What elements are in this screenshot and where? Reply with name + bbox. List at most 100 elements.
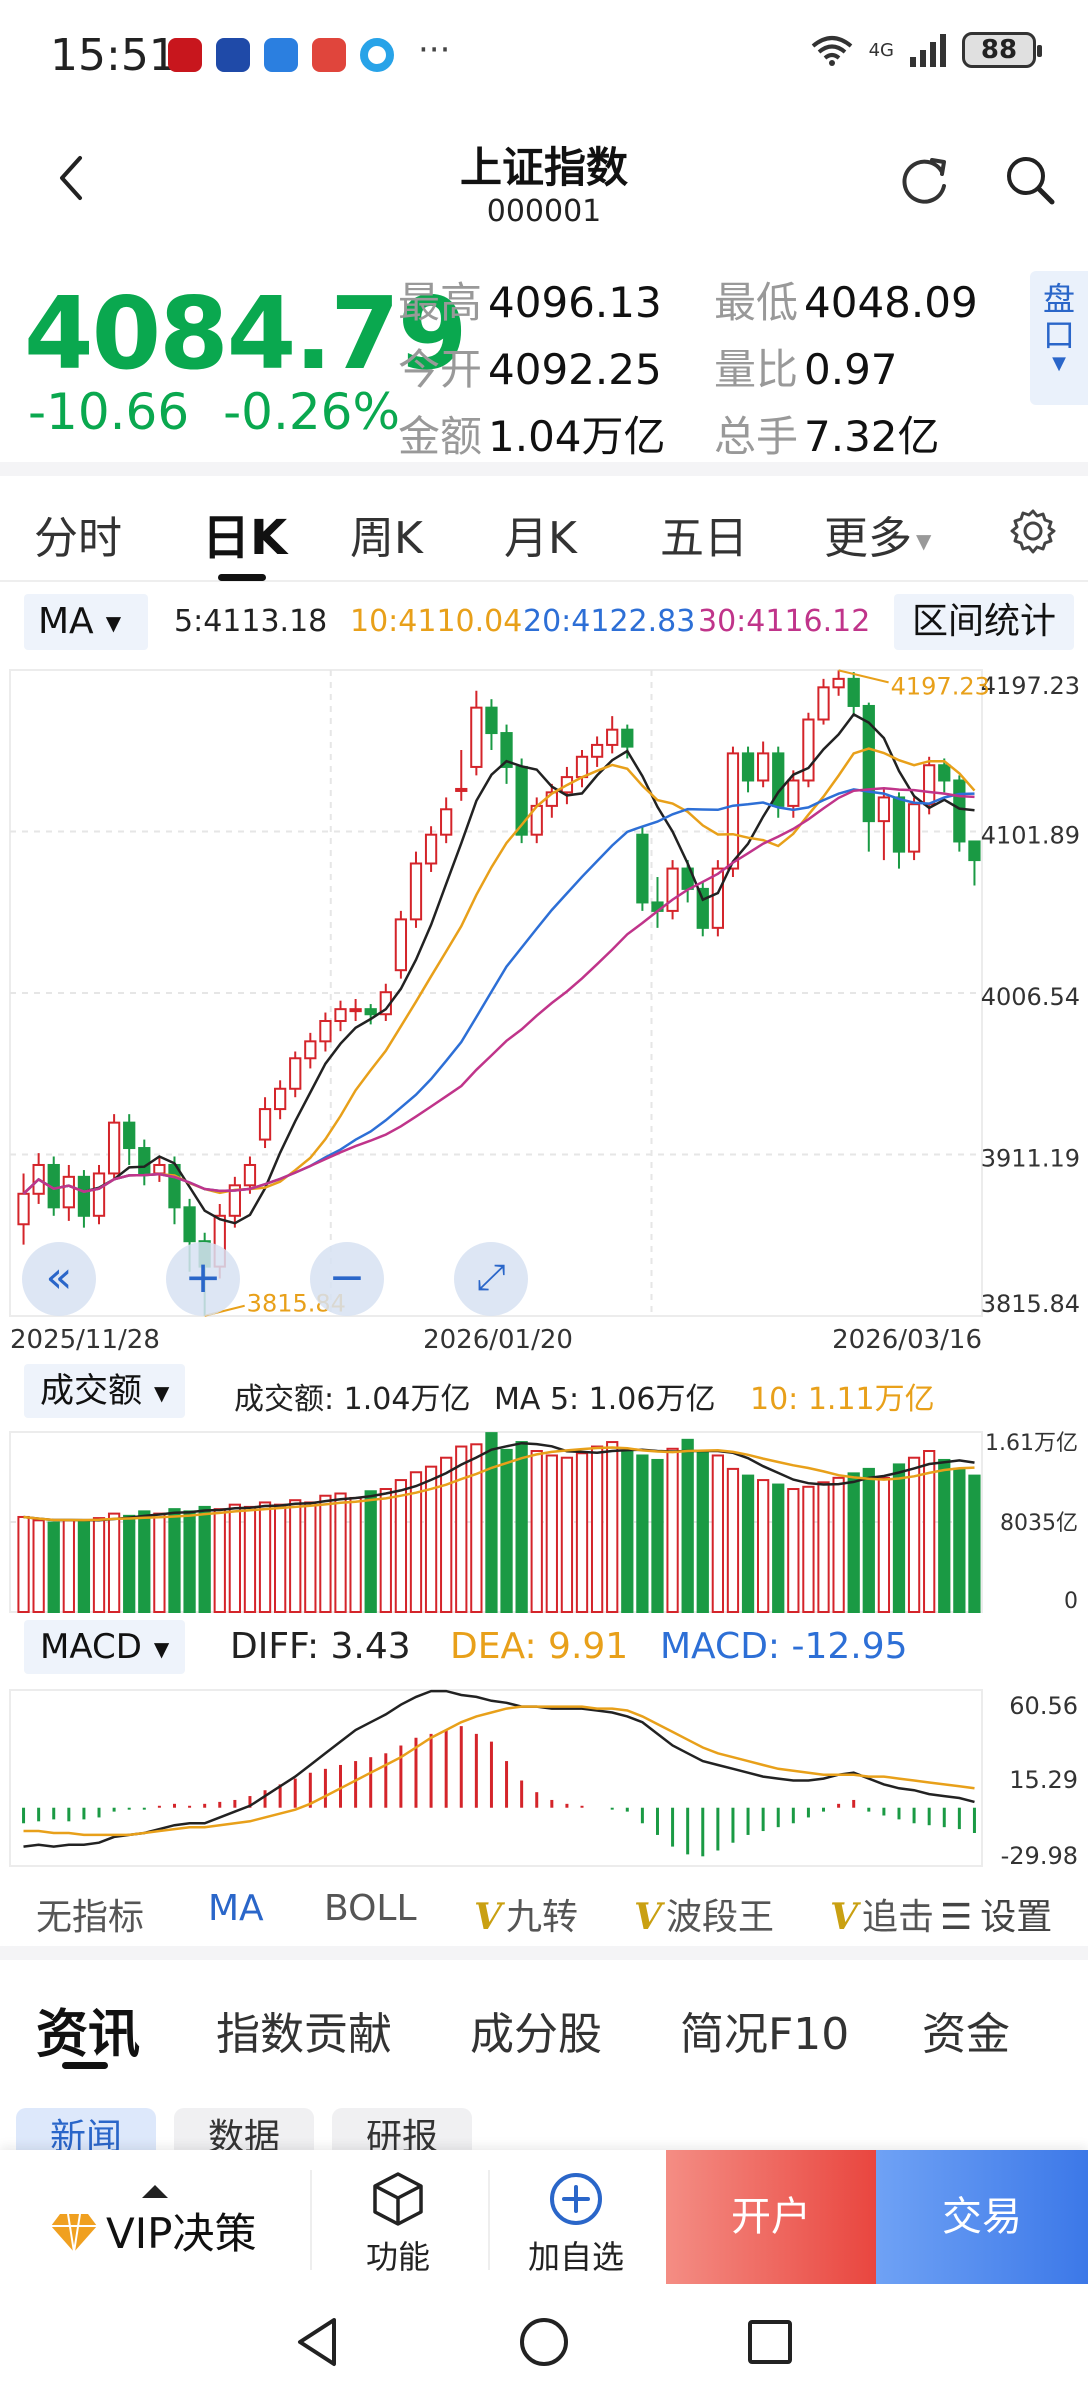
tab-news[interactable]: 资讯 [36, 2005, 141, 2065]
candle-body [938, 764, 951, 782]
tab-intraday[interactable]: 分时 [34, 513, 122, 564]
indicator-ma[interactable]: MA [208, 1888, 264, 1929]
back-icon[interactable] [50, 150, 94, 206]
volume-indicator-select[interactable]: 成交额 ▼ [24, 1364, 186, 1418]
ma10-line [22, 747, 976, 1195]
page-title: 上证指数 [459, 143, 628, 192]
tab-constituents[interactable]: 成分股 [470, 2009, 602, 2060]
volume-bar [711, 1454, 724, 1614]
candle-body [424, 833, 438, 865]
indicator-boduanwang[interactable]: V 波段王 [634, 1896, 774, 1938]
volume-bar [515, 1441, 528, 1613]
candle-body [123, 1121, 136, 1150]
candle-body [470, 706, 483, 768]
tab-index-contribution[interactable]: 指数贡献 [216, 2009, 392, 2060]
candle-body [500, 732, 513, 768]
tab-capital[interactable]: 资金 [922, 2009, 1010, 2060]
change-value: -10.66 [28, 383, 190, 441]
search-icon[interactable] [1000, 150, 1060, 210]
tab-daily-k[interactable]: 日K [202, 510, 288, 566]
function-button[interactable]: 功能 [328, 2170, 468, 2278]
volume-bar [77, 1519, 91, 1613]
tab-monthly-k[interactable]: 月K [504, 513, 577, 564]
active-tab-indicator [62, 2062, 108, 2069]
y-tick-label: 4101.89 [981, 822, 1080, 850]
stat-amount: 金额 1.04万亿 [398, 412, 666, 461]
indicator-zhuiji[interactable]: V 追击 [830, 1896, 934, 1938]
volume-bar [470, 1443, 483, 1613]
indicator-jiuzhuan[interactable]: V 九转 [474, 1896, 578, 1938]
gear-icon[interactable] [1010, 508, 1056, 554]
pankou-button[interactable]: 盘口 ▼ [1030, 271, 1088, 405]
nav-back-icon[interactable] [290, 2314, 346, 2370]
nav-home-icon[interactable] [516, 2314, 572, 2370]
volume-chart: 1.61万亿 8035亿 0 [9, 1431, 1078, 1614]
volume-bar [892, 1463, 906, 1613]
volume-bar [621, 1450, 634, 1613]
header: 上证指数 000001 [0, 120, 1088, 240]
candle-body [877, 796, 891, 823]
nav-recents-icon[interactable] [742, 2314, 798, 2370]
volume-bar [862, 1467, 875, 1613]
ma20-line [22, 788, 975, 1195]
candle-body [696, 887, 709, 929]
volume-bar [32, 1519, 45, 1613]
ma-indicator-select[interactable]: MA ▼ [24, 594, 148, 650]
tab-five-day[interactable]: 五日 [660, 513, 748, 564]
volume-bar [651, 1458, 664, 1613]
trade-button[interactable]: 交易 [876, 2150, 1088, 2284]
candle-body [862, 704, 875, 823]
y-tick-label: 0 [1064, 1589, 1078, 1614]
refresh-icon[interactable] [896, 150, 956, 210]
rewind-icon[interactable]: « [22, 1242, 96, 1316]
macd-indicator-select[interactable]: MACD ▼ [24, 1620, 186, 1674]
expand-icon[interactable]: ⤢ [454, 1242, 528, 1316]
volume-bar [907, 1456, 921, 1614]
volume-bar [877, 1476, 891, 1613]
candlestick-chart[interactable]: 4197.23 4101.89 4006.54 3911.19 3815.84 4197.… [0, 656, 1088, 1356]
chevron-up-icon[interactable] [140, 2182, 170, 2200]
tab-more[interactable]: 更多 ▼ [824, 513, 932, 564]
x-tick-label: 2025/11/28 [10, 1325, 160, 1355]
stat-volume-ratio: 量比 0.97 [714, 345, 898, 394]
status-time: 15:51 [50, 30, 177, 81]
indicator-boll[interactable]: BOLL [324, 1888, 417, 1929]
zoom-in-icon[interactable]: + [166, 1242, 240, 1316]
chart-frame [9, 1689, 983, 1867]
volume-bar [485, 1432, 498, 1614]
stat-low: 最低 4048.09 [714, 278, 978, 327]
vip-decision-button[interactable]: VIP决策 [106, 2209, 257, 2258]
zoom-out-icon[interactable]: − [310, 1242, 384, 1316]
open-account-button[interactable]: 开户 [666, 2150, 876, 2284]
ma5-value: 5:4113.18 [174, 604, 328, 639]
volume-bar [847, 1472, 860, 1614]
indicator-none[interactable]: 无指标 [36, 1897, 145, 1938]
indicator-settings-button[interactable]: ☰ 设置 [934, 1888, 1053, 1940]
volume-bar [560, 1456, 574, 1614]
x-tick-label: 2026/01/20 [423, 1325, 573, 1355]
tab-weekly-k[interactable]: 周K [350, 513, 423, 564]
candle-body [319, 1020, 332, 1043]
add-watchlist-button[interactable]: 加自选 [506, 2170, 646, 2278]
candle-body [349, 1008, 362, 1013]
range-stats-button[interactable]: 区间统计 [894, 594, 1074, 650]
volume-bar [92, 1517, 106, 1613]
volume-bar [923, 1450, 936, 1613]
candle-body [923, 764, 936, 806]
candle-body [636, 833, 649, 904]
period-tabs: 分时 日K 周K 月K 五日 更多 ▼ [0, 478, 1088, 582]
volume-bar [228, 1503, 241, 1613]
chevron-down-icon: ▼ [916, 529, 932, 553]
volume-bar [47, 1521, 60, 1613]
y-tick-label: -29.98 [1001, 1842, 1078, 1870]
index-code: 000001 [486, 194, 602, 229]
candle-body [289, 1057, 302, 1090]
volume-bar [772, 1483, 785, 1613]
candle-body [92, 1172, 106, 1217]
tab-overview-f10[interactable]: 简况F10 [680, 2009, 850, 2060]
candle-body [757, 752, 770, 782]
signal-icon [910, 34, 946, 67]
candle-body [711, 867, 724, 929]
app-icon [312, 38, 346, 72]
current-price: 4084.79 [24, 275, 467, 392]
